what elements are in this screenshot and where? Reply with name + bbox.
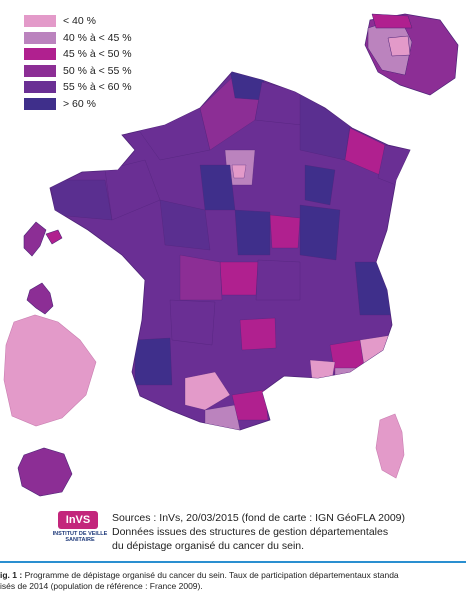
legend-swatch [24, 97, 56, 110]
corsica [375, 413, 405, 479]
figure-label: ig. 1 : [0, 570, 23, 580]
legend-item: 50 % à < 55 % [24, 64, 132, 78]
sources-line: du dépistage organisé du cancer du sein. [112, 540, 305, 552]
department-region [304, 164, 336, 206]
legend-item: 45 % à < 50 % [24, 47, 132, 61]
legend-label: > 60 % [63, 97, 96, 110]
department-region [231, 389, 269, 421]
legend-label: 45 % à < 50 % [63, 48, 132, 60]
department-region [169, 299, 216, 346]
department-region [231, 164, 247, 179]
guadeloupe [23, 221, 63, 257]
legend-label: 55 % à < 60 % [63, 81, 132, 93]
caption-line: Programme de dépistage organisé du cance… [24, 570, 399, 580]
legend-label: < 40 % [63, 15, 96, 27]
sources-line: Sources : InVs, 20/03/2015 (fond de cart… [112, 512, 406, 524]
sources-text: Sources : InVs, 20/03/2015 (fond de cart… [112, 511, 452, 553]
ile-de-france-inset [364, 13, 459, 96]
department-region [204, 404, 241, 430]
legend-item: 40 % à < 45 % [24, 31, 132, 45]
department-region [334, 367, 363, 396]
department-region [239, 317, 277, 351]
department-region [254, 81, 303, 126]
sources-line: Données issues des structures de gestion… [112, 526, 389, 538]
legend-label: 40 % à < 45 % [63, 31, 132, 44]
legend-swatch [24, 48, 56, 60]
department-region [134, 337, 173, 386]
legend-swatch [24, 81, 56, 93]
french-guiana [3, 314, 97, 427]
caption-line: isés de 2014 (population de référence : … [0, 581, 203, 591]
legend-label: 50 % à < 55 % [63, 64, 132, 77]
department-region [269, 214, 301, 249]
department-region [299, 204, 341, 261]
legend-swatch [24, 15, 56, 27]
legend-item: < 40 % [24, 14, 132, 28]
department-region [199, 164, 236, 211]
department-region [219, 261, 259, 296]
department-region [234, 209, 271, 256]
invs-logo: InVS INSTITUT DE VEILLE SANITAIRE [52, 511, 108, 549]
department-region [309, 359, 336, 381]
department-region [299, 91, 351, 161]
martinique [26, 282, 54, 315]
department-region [50, 179, 113, 221]
legend-swatch [24, 64, 56, 77]
legend-swatch [24, 31, 56, 44]
la-reunion [17, 447, 73, 497]
caption-divider [0, 561, 466, 563]
mainland-france [49, 71, 411, 431]
department-region [184, 371, 231, 411]
logo-mark: InVS [58, 511, 98, 529]
department-region [359, 334, 393, 373]
department-region [159, 199, 211, 251]
logo-name: INSTITUT DE VEILLE SANITAIRE [52, 531, 108, 543]
department-region [179, 254, 223, 301]
legend-item: 55 % à < 60 % [24, 80, 132, 94]
map-legend: < 40 % 40 % à < 45 % 45 % à < 50 % 50 % … [24, 14, 132, 113]
department-region [255, 259, 301, 301]
figure-caption: ig. 1 : Programme de dépistage organisé … [0, 570, 466, 592]
legend-item: > 60 % [24, 97, 132, 111]
